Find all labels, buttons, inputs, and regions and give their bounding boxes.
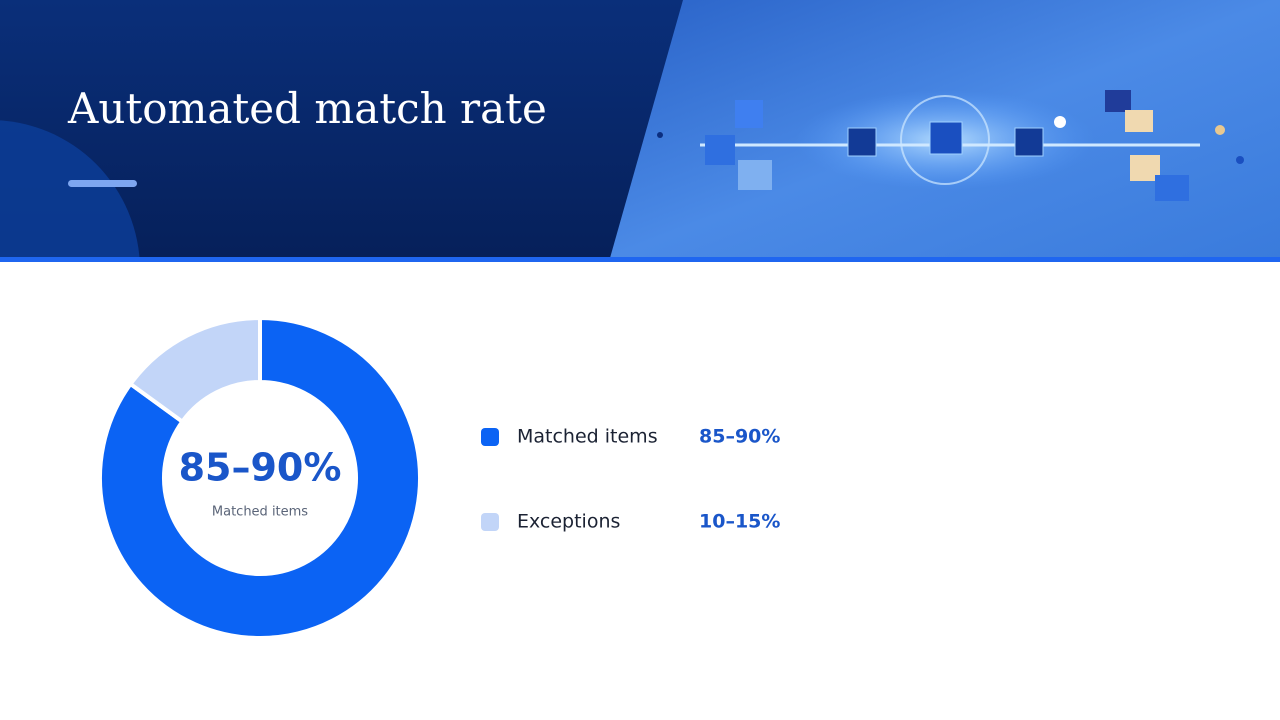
donut-chart <box>98 316 422 640</box>
title-accent <box>68 180 137 187</box>
image-art <box>657 90 1244 201</box>
slide-title: Automated match rate <box>67 84 547 133</box>
donut-slice <box>128 316 262 424</box>
legend-value: 10–15% <box>699 511 780 533</box>
center-label: Matched items <box>212 505 308 520</box>
legend-swatch <box>481 428 499 446</box>
decor-circle <box>0 120 140 258</box>
legend-swatch <box>481 513 499 531</box>
center-value: 85–90% <box>179 446 342 490</box>
header: Automated match rate <box>0 0 1280 262</box>
header-stripe <box>0 257 1280 262</box>
legend-value: 85–90% <box>699 426 780 448</box>
donut-slice <box>98 316 422 640</box>
legend-label: Matched items <box>517 426 658 448</box>
legend: Matched items 85–90% Exceptions 10–15% <box>481 426 780 533</box>
legend-label: Exceptions <box>517 511 620 533</box>
